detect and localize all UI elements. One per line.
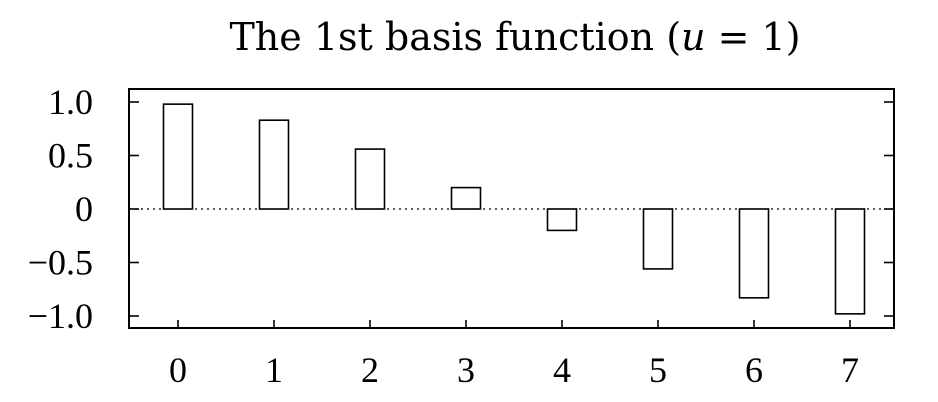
chart-title-tail: = 1) bbox=[706, 15, 801, 59]
y-tick-label-0: 1.0 bbox=[48, 82, 93, 122]
bar-1 bbox=[258, 119, 290, 210]
bar-0 bbox=[162, 103, 194, 210]
y-tick-label-2: 0 bbox=[75, 189, 93, 229]
chart-title: The 1st basis function (u = 1) bbox=[229, 15, 800, 59]
y-tick-label-3: −0.5 bbox=[28, 243, 93, 283]
x-tick-label-7: 7 bbox=[841, 350, 859, 390]
x-tick-label-4: 4 bbox=[553, 350, 571, 390]
x-tick-label-6: 6 bbox=[745, 350, 763, 390]
x-tick-label-0: 0 bbox=[169, 350, 187, 390]
x-tick-label-1: 1 bbox=[265, 350, 283, 390]
chart-title-variable: u bbox=[681, 15, 705, 59]
x-tick-label-5: 5 bbox=[649, 350, 667, 390]
bar-5 bbox=[642, 208, 674, 270]
chart-title-text: The 1st basis function ( bbox=[229, 15, 681, 59]
bar-2 bbox=[354, 148, 386, 210]
y-tick-label-1: 0.5 bbox=[48, 136, 93, 176]
plot-area: 1.0 0.5 0 −0.5 −1.0 0 1 2 3 4 5 6 7 bbox=[28, 82, 895, 390]
bar-7 bbox=[834, 208, 866, 315]
bar-6 bbox=[738, 208, 770, 299]
bar-3 bbox=[450, 186, 482, 210]
x-tick-label-3: 3 bbox=[457, 350, 475, 390]
x-tick-label-2: 2 bbox=[361, 350, 379, 390]
y-tick-label-4: −1.0 bbox=[28, 296, 93, 336]
bar-4 bbox=[546, 208, 578, 232]
